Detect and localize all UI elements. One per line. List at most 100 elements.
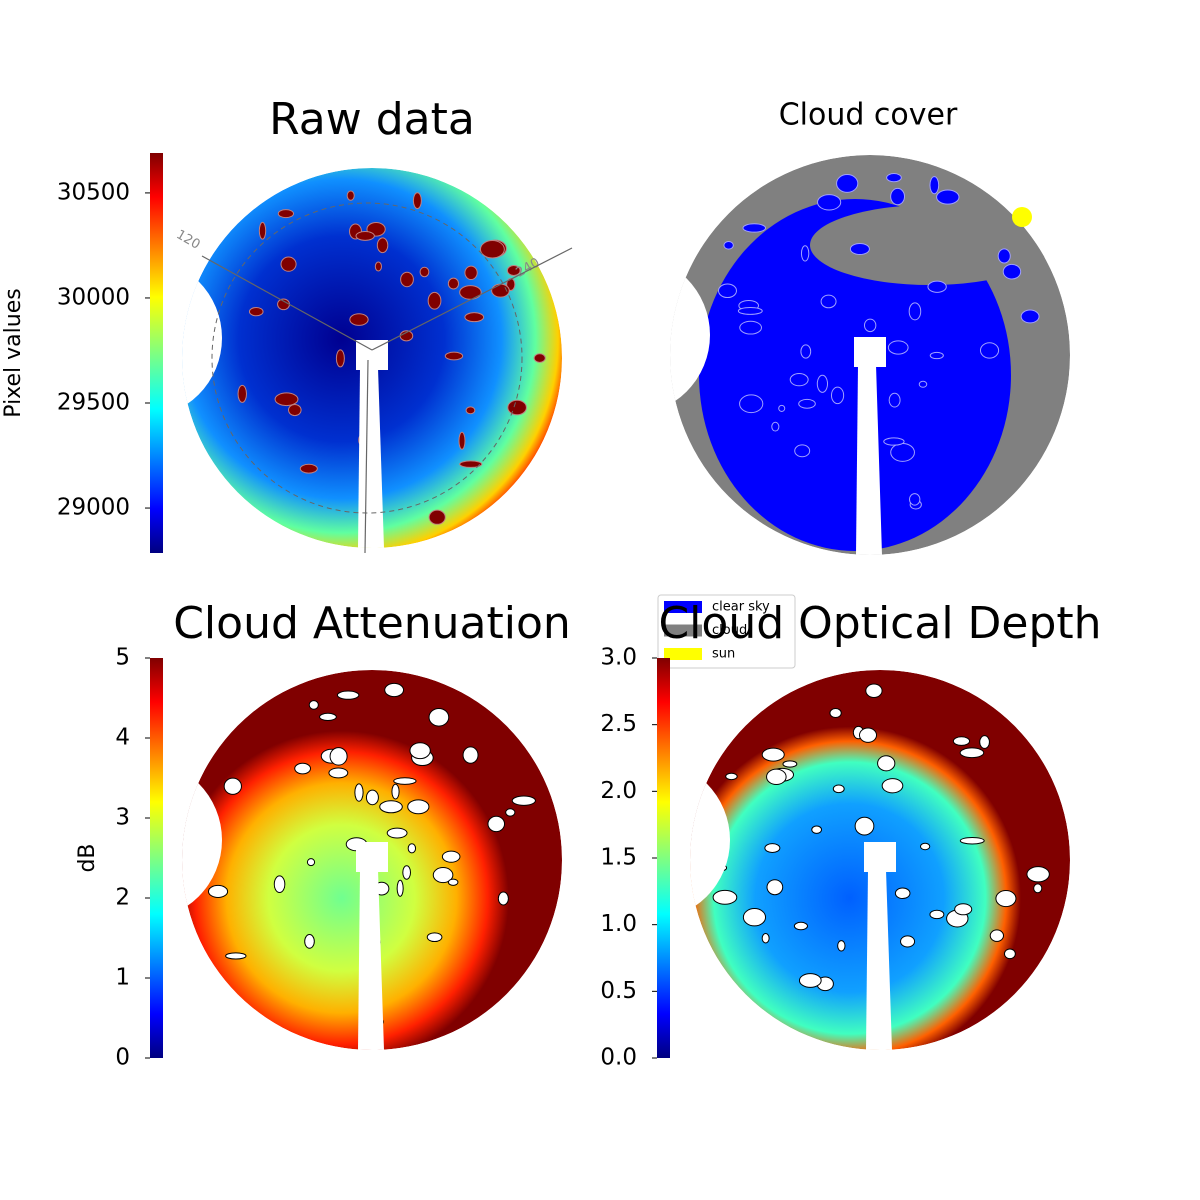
blob — [888, 392, 901, 408]
blob — [462, 746, 479, 764]
sky-cloud-band — [810, 205, 1050, 285]
blob — [854, 816, 875, 836]
colorbar — [150, 658, 163, 1058]
colorbar-tick-label: 2 — [115, 885, 130, 911]
blob — [458, 431, 466, 450]
blob — [336, 690, 360, 700]
blob — [1020, 309, 1040, 324]
blob — [771, 421, 780, 432]
blob — [830, 386, 845, 405]
legend-label: cloud — [712, 623, 747, 638]
blob — [304, 934, 315, 949]
blob — [959, 836, 985, 845]
blob — [355, 230, 375, 241]
blob — [929, 351, 944, 360]
blob — [909, 493, 921, 506]
blob — [718, 283, 737, 299]
blob — [793, 921, 809, 931]
colorbar-tick-label: 2.5 — [600, 711, 637, 737]
colorbar-tick-label: 2.0 — [600, 778, 637, 804]
blob — [742, 223, 767, 233]
blob — [849, 242, 870, 256]
blob — [742, 908, 767, 927]
mast — [358, 870, 384, 1050]
blob — [459, 460, 483, 468]
blob — [881, 778, 904, 794]
blob — [396, 879, 404, 897]
blob — [308, 700, 319, 710]
blob — [319, 712, 337, 722]
sun — [1012, 207, 1032, 227]
mast-head — [356, 842, 388, 872]
cutout — [670, 255, 710, 415]
blob — [447, 878, 459, 886]
blob — [464, 312, 485, 323]
blob — [766, 768, 787, 786]
blob — [386, 827, 408, 839]
blob — [887, 340, 909, 355]
blob — [890, 442, 915, 462]
blob — [979, 735, 990, 749]
polar-spoke — [201, 255, 373, 351]
polar-spoke — [364, 359, 369, 554]
panel-title: Cloud cover — [779, 98, 958, 133]
blob — [412, 192, 422, 210]
blob — [798, 973, 822, 988]
blob — [248, 306, 264, 317]
colorbar-tick-label: 0 — [115, 1045, 130, 1071]
blob — [533, 353, 546, 363]
blob — [1003, 948, 1016, 960]
blob — [837, 940, 846, 952]
blob — [407, 799, 430, 815]
blob — [479, 240, 505, 259]
blob — [428, 509, 446, 525]
cutout — [182, 760, 222, 920]
blob — [761, 747, 785, 762]
blob — [918, 380, 928, 388]
blob — [349, 313, 369, 326]
blob — [511, 795, 536, 806]
blob — [280, 256, 297, 272]
angle-label: 120 — [173, 227, 202, 252]
blob — [820, 294, 837, 309]
colorbar-tick-label: 29500 — [57, 390, 130, 416]
legend-swatch — [664, 601, 702, 613]
sky-image — [182, 168, 562, 548]
colorbar-tick-label: 30000 — [57, 284, 130, 310]
blob — [409, 742, 431, 760]
blob — [225, 952, 247, 960]
blob — [858, 727, 878, 743]
mast — [856, 365, 882, 555]
blob — [811, 825, 823, 834]
blob — [294, 762, 312, 775]
blob — [832, 784, 845, 794]
panel-title: Cloud Optical Depth — [658, 598, 1101, 649]
blob — [739, 320, 762, 335]
colorbar-tick-label: 1.5 — [600, 845, 637, 871]
blob — [737, 307, 763, 315]
panel-title: Raw data — [269, 94, 475, 145]
blob — [335, 349, 345, 368]
blob — [1026, 866, 1050, 883]
blob — [459, 285, 482, 300]
blob — [1002, 263, 1022, 280]
mast-head — [854, 337, 886, 367]
blob — [274, 392, 299, 407]
blob — [419, 266, 430, 278]
blob — [277, 209, 295, 219]
colorbar-label: dB — [75, 843, 100, 872]
blob — [273, 875, 286, 894]
blob — [402, 865, 411, 880]
legend-swatch — [664, 624, 702, 637]
sky-image — [182, 670, 562, 1050]
colorbar-tick-label: 30500 — [57, 179, 130, 205]
blob — [393, 777, 417, 785]
blob — [465, 406, 476, 415]
blob — [908, 302, 922, 321]
blob — [778, 404, 786, 412]
blob — [761, 933, 770, 944]
blob — [1033, 883, 1043, 894]
blob — [959, 747, 985, 759]
blob — [464, 265, 478, 281]
